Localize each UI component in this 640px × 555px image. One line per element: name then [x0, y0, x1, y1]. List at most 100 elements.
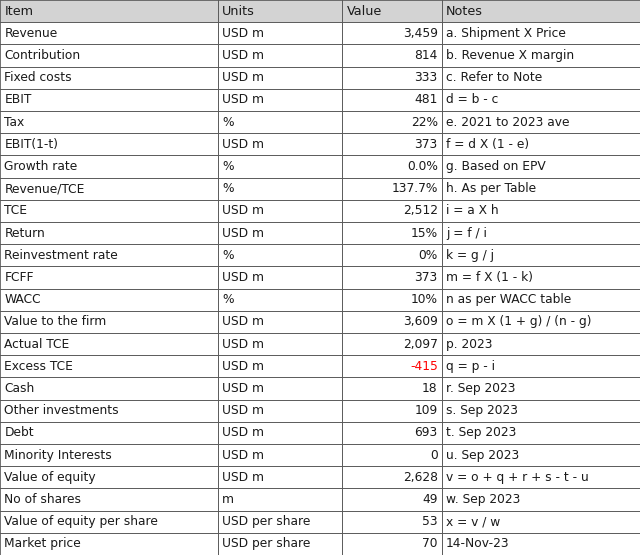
Text: -415: -415 [410, 360, 438, 373]
Bar [342, 0, 442, 22]
Bar [218, 488, 342, 511]
Bar [342, 311, 442, 333]
Bar [218, 44, 342, 67]
Bar [442, 222, 640, 244]
Text: Contribution: Contribution [4, 49, 81, 62]
Text: 49: 49 [422, 493, 438, 506]
Bar [442, 311, 640, 333]
Text: Revenue: Revenue [4, 27, 58, 40]
Bar [218, 444, 342, 466]
Bar [0, 44, 218, 67]
Text: Units: Units [222, 4, 255, 18]
Text: %: % [222, 293, 234, 306]
Text: USD m: USD m [222, 27, 264, 40]
Text: USD m: USD m [222, 49, 264, 62]
Text: USD m: USD m [222, 448, 264, 462]
Text: a. Shipment X Price: a. Shipment X Price [446, 27, 566, 40]
Text: 53: 53 [422, 515, 438, 528]
Bar [0, 155, 218, 178]
Bar [218, 0, 342, 22]
Bar [442, 200, 640, 222]
Bar [218, 222, 342, 244]
Text: USD per share: USD per share [222, 515, 310, 528]
Text: EBIT: EBIT [4, 93, 32, 107]
Text: 109: 109 [415, 404, 438, 417]
Text: FCFF: FCFF [4, 271, 34, 284]
Text: USD m: USD m [222, 138, 264, 151]
Bar [0, 466, 218, 488]
Bar [442, 488, 640, 511]
Text: Value of equity: Value of equity [4, 471, 96, 484]
Bar [218, 178, 342, 200]
Text: c. Refer to Note: c. Refer to Note [446, 71, 542, 84]
Bar [0, 488, 218, 511]
Text: USD m: USD m [222, 271, 264, 284]
Text: 373: 373 [415, 138, 438, 151]
Text: 2,628: 2,628 [403, 471, 438, 484]
Bar [342, 333, 442, 355]
Text: USD m: USD m [222, 404, 264, 417]
Text: Minority Interests: Minority Interests [4, 448, 112, 462]
Bar [342, 44, 442, 67]
Bar [442, 67, 640, 89]
Text: USD m: USD m [222, 360, 264, 373]
Text: Revenue/TCE: Revenue/TCE [4, 182, 85, 195]
Bar [442, 333, 640, 355]
Text: USD per share: USD per share [222, 537, 310, 551]
Text: 0: 0 [430, 448, 438, 462]
Text: 333: 333 [415, 71, 438, 84]
Bar [442, 266, 640, 289]
Text: s. Sep 2023: s. Sep 2023 [446, 404, 518, 417]
Bar [218, 511, 342, 533]
Text: 0%: 0% [419, 249, 438, 262]
Text: Market price: Market price [4, 537, 81, 551]
Bar [0, 311, 218, 333]
Bar [442, 178, 640, 200]
Bar [342, 244, 442, 266]
Text: Other investments: Other investments [4, 404, 119, 417]
Bar [342, 200, 442, 222]
Text: 693: 693 [415, 426, 438, 440]
Text: No of shares: No of shares [4, 493, 81, 506]
Bar [442, 89, 640, 111]
Bar [442, 111, 640, 133]
Text: e. 2021 to 2023 ave: e. 2021 to 2023 ave [446, 115, 570, 129]
Text: 3,459: 3,459 [403, 27, 438, 40]
Bar [0, 511, 218, 533]
Text: USD m: USD m [222, 471, 264, 484]
Bar [342, 422, 442, 444]
Bar [442, 44, 640, 67]
Bar [442, 355, 640, 377]
Bar [342, 222, 442, 244]
Text: USD m: USD m [222, 93, 264, 107]
Text: p. 2023: p. 2023 [446, 337, 493, 351]
Text: Value to the firm: Value to the firm [4, 315, 107, 329]
Bar [0, 422, 218, 444]
Bar [0, 89, 218, 111]
Bar [218, 89, 342, 111]
Bar [0, 377, 218, 400]
Bar [342, 111, 442, 133]
Text: Debt: Debt [4, 426, 34, 440]
Text: g. Based on EPV: g. Based on EPV [446, 160, 546, 173]
Bar [0, 200, 218, 222]
Bar [218, 200, 342, 222]
Bar [218, 333, 342, 355]
Bar [342, 488, 442, 511]
Bar [442, 511, 640, 533]
Text: 2,512: 2,512 [403, 204, 438, 218]
Bar [442, 22, 640, 44]
Text: %: % [222, 182, 234, 195]
Bar [218, 355, 342, 377]
Text: 0.0%: 0.0% [407, 160, 438, 173]
Text: Notes: Notes [446, 4, 483, 18]
Bar [0, 133, 218, 155]
Bar [342, 533, 442, 555]
Text: v = o + q + r + s - t - u: v = o + q + r + s - t - u [446, 471, 589, 484]
Bar [342, 355, 442, 377]
Bar [0, 533, 218, 555]
Text: w. Sep 2023: w. Sep 2023 [446, 493, 520, 506]
Bar [218, 266, 342, 289]
Bar [442, 244, 640, 266]
Bar [342, 511, 442, 533]
